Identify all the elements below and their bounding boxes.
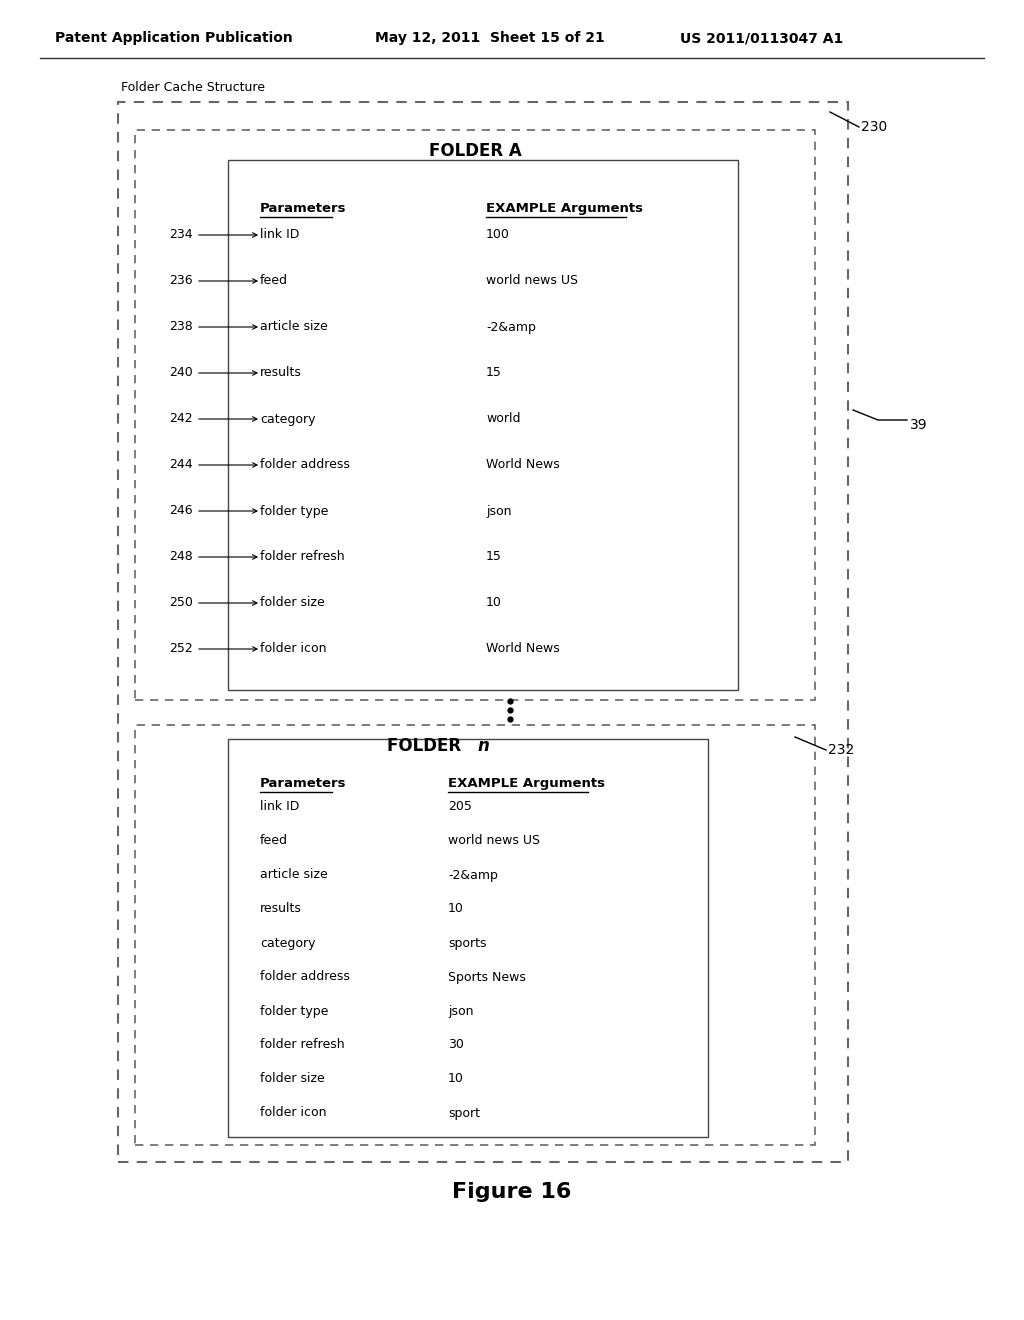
Text: article size: article size [260, 869, 328, 882]
Text: 236: 236 [169, 275, 193, 288]
Text: json: json [449, 1005, 473, 1018]
Text: folder refresh: folder refresh [260, 550, 345, 564]
Text: 234: 234 [169, 228, 193, 242]
Text: folder address: folder address [260, 458, 350, 471]
Text: 15: 15 [486, 367, 502, 380]
Text: 242: 242 [169, 412, 193, 425]
Text: link ID: link ID [260, 228, 299, 242]
Text: folder refresh: folder refresh [260, 1039, 345, 1052]
Text: Parameters: Parameters [260, 777, 346, 789]
Text: results: results [260, 367, 302, 380]
Text: 100: 100 [486, 228, 510, 242]
Text: World News: World News [486, 458, 560, 471]
Text: folder type: folder type [260, 504, 329, 517]
Text: US 2011/0113047 A1: US 2011/0113047 A1 [680, 30, 843, 45]
Text: n: n [477, 737, 488, 755]
Text: folder size: folder size [260, 1072, 325, 1085]
Text: 246: 246 [169, 504, 193, 517]
Text: 10: 10 [449, 1072, 464, 1085]
Text: feed: feed [260, 834, 288, 847]
Text: 238: 238 [169, 321, 193, 334]
Text: FOLDER A: FOLDER A [429, 143, 521, 160]
Text: sport: sport [449, 1106, 480, 1119]
Text: Parameters: Parameters [260, 202, 346, 215]
Text: 39: 39 [910, 418, 928, 432]
Text: 15: 15 [486, 550, 502, 564]
Text: article size: article size [260, 321, 328, 334]
Text: -2&amp: -2&amp [449, 869, 498, 882]
Text: 248: 248 [169, 550, 193, 564]
Text: 10: 10 [449, 903, 464, 916]
Text: 230: 230 [861, 120, 887, 135]
Text: folder type: folder type [260, 1005, 329, 1018]
Text: folder address: folder address [260, 970, 350, 983]
Text: world news US: world news US [486, 275, 578, 288]
Text: world: world [486, 412, 520, 425]
Text: category: category [260, 936, 315, 949]
Text: 232: 232 [828, 743, 854, 756]
Text: link ID: link ID [260, 800, 299, 813]
Text: 244: 244 [169, 458, 193, 471]
Text: 30: 30 [449, 1039, 464, 1052]
Text: 252: 252 [169, 643, 193, 656]
Text: EXAMPLE Arguments: EXAMPLE Arguments [486, 202, 643, 215]
Text: folder icon: folder icon [260, 643, 327, 656]
Text: Sports News: Sports News [449, 970, 526, 983]
Text: json: json [486, 504, 512, 517]
Text: 205: 205 [449, 800, 472, 813]
Text: 10: 10 [486, 597, 502, 610]
Text: feed: feed [260, 275, 288, 288]
Text: Folder Cache Structure: Folder Cache Structure [121, 81, 265, 94]
Text: category: category [260, 412, 315, 425]
Text: 250: 250 [169, 597, 193, 610]
Text: Figure 16: Figure 16 [453, 1181, 571, 1203]
Text: folder icon: folder icon [260, 1106, 327, 1119]
Text: Patent Application Publication: Patent Application Publication [55, 30, 293, 45]
Text: world news US: world news US [449, 834, 540, 847]
Text: -2&amp: -2&amp [486, 321, 536, 334]
Text: 240: 240 [169, 367, 193, 380]
Text: FOLDER: FOLDER [387, 737, 467, 755]
Text: World News: World News [486, 643, 560, 656]
Text: results: results [260, 903, 302, 916]
Text: May 12, 2011  Sheet 15 of 21: May 12, 2011 Sheet 15 of 21 [375, 30, 605, 45]
Text: folder size: folder size [260, 597, 325, 610]
Text: sports: sports [449, 936, 486, 949]
Text: EXAMPLE Arguments: EXAMPLE Arguments [449, 777, 605, 789]
